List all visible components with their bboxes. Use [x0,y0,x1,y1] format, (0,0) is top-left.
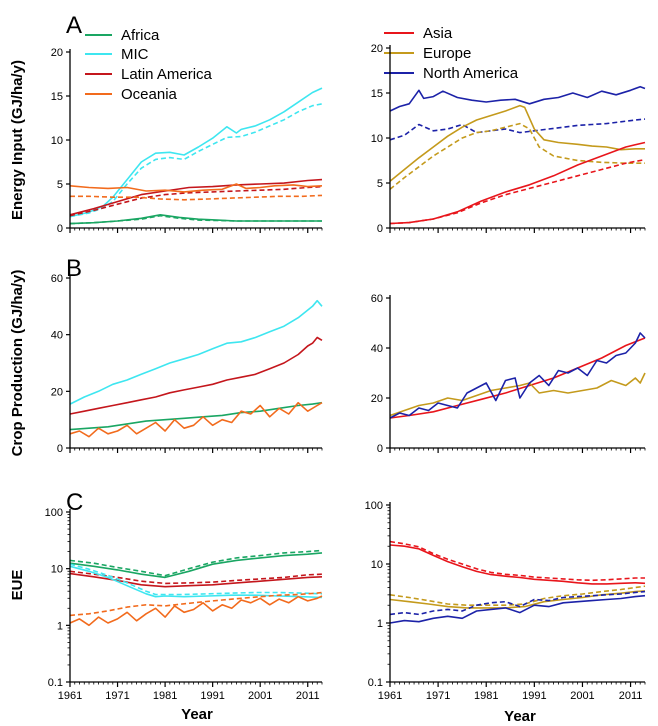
series-mic-dashed-line [69,563,323,596]
x-tick-label: 2001 [248,690,272,702]
x-tick-label: 2001 [570,690,594,702]
series-mic-line [69,87,323,218]
y-tick-label: 10 [371,559,383,571]
series-oceania-line [69,401,323,438]
y-tick-label: 20 [371,393,383,405]
y-tick-label: 20 [51,386,63,398]
plot-eue-left: 0.1 1 10 100 1961 1971 1981 1991 2001 2011 [45,507,323,702]
series-north-america-line [389,85,646,112]
y-tick-label: 20 [51,47,63,59]
plot-energy-input-right: 0 5 10 15 20 [371,43,646,235]
series-latin-america-line [69,336,323,415]
y-tick-label: 5 [57,179,63,191]
series-africa-dashed-line [69,549,323,577]
x-tick-label: 1971 [105,690,129,702]
y-label-crop-production: Crop Production (GJ/ha/y) [9,270,26,457]
y-tick-label: 40 [371,343,383,355]
x-tick-label: 1961 [58,690,82,702]
x-label-left: Year [181,706,213,723]
plot-energy-input-left: 0 5 10 15 20 [51,47,323,235]
x-tick-label: 2011 [619,690,643,702]
series-europe-line [389,372,646,417]
y-tick-label: 5 [377,178,383,190]
y-tick-label: 1 [57,620,63,632]
y-tick-label: 0 [377,223,383,235]
legend-label-europe: Europe [423,45,471,62]
y-tick-label: 10 [51,135,63,147]
y-tick-label: 0 [57,443,63,455]
legend-right: Asia Europe North America [384,25,519,82]
series-asia-line [389,337,646,419]
series-latin-america-dashed-line [69,185,323,217]
y-tick-label: 1 [377,618,383,630]
series-north-america-line [389,594,646,624]
legend-label-asia: Asia [423,25,453,42]
y-tick-label: 15 [371,88,383,100]
series-north-america-dashed-line [389,118,646,141]
series-latin-america-line [69,178,323,216]
legend-label-africa: Africa [121,27,160,44]
series-europe-dashed-line [389,122,645,190]
y-tick-label: 20 [371,43,383,55]
plot-crop-production-left: 0 20 40 60 [51,273,323,455]
plot-eue-right: 0.1 1 10 100 1961 1971 1981 1991 2001 2011 [365,500,646,702]
legend-label-north-america: North America [423,65,519,82]
x-tick-label: 2011 [296,690,320,702]
y-tick-label: 60 [371,293,383,305]
y-tick-label: 0.1 [368,677,383,689]
plot-crop-production-right: 0 20 40 60 [371,293,646,455]
y-tick-label: 40 [51,330,63,342]
y-tick-label: 0 [57,223,63,235]
series-oceania-line [69,595,323,627]
series-europe-line [389,590,646,609]
series-asia-line [389,141,646,225]
series-north-america-line [389,332,646,419]
y-label-eue: EUE [9,570,26,601]
y-tick-label: 10 [51,564,63,576]
series-africa-dashed-line [69,214,322,225]
x-tick-label: 1961 [378,690,402,702]
y-tick-label: 100 [365,500,383,512]
series-mic-dashed-line [69,103,323,218]
series-oceania-dashed-line [69,591,323,617]
series-oceania-line [69,183,323,193]
series-north-america-dashed-line [389,590,646,616]
y-tick-label: 60 [51,273,63,285]
y-tick-label: 100 [45,507,63,519]
legend-label-latin-america: Latin America [121,66,213,83]
x-tick-label: 1981 [474,690,498,702]
legend-label-oceania: Oceania [121,86,178,103]
y-label-energy-input: Energy Input (GJ/ha/y) [9,60,26,220]
series-mic-line [69,565,323,599]
series-africa-line [69,214,322,225]
series-asia-line [389,544,646,585]
y-tick-label: 0.1 [48,677,63,689]
panel-label-a: A [66,12,82,39]
series-asia-dashed-line [389,540,645,582]
series-oceania-dashed-line [70,194,323,201]
x-tick-label: 1971 [426,690,450,702]
series-latin-america-line [69,572,323,588]
x-tick-label: 1991 [200,690,224,702]
series-asia-dashed-line [389,158,646,225]
legend-left: Africa MIC Latin America Oceania [85,27,213,103]
y-tick-label: 10 [371,133,383,145]
series-europe-dashed-line [389,585,646,607]
x-label-right: Year [504,708,536,725]
x-tick-label: 1991 [522,690,546,702]
x-tick-label: 1981 [153,690,177,702]
legend-label-mic: MIC [121,46,149,63]
series-europe-line [389,104,645,182]
y-tick-label: 15 [51,91,63,103]
y-tick-label: 0 [377,443,383,455]
series-mic-line [69,299,323,405]
series-latin-america-dashed-line [69,570,323,585]
series-africa-line [69,552,323,579]
